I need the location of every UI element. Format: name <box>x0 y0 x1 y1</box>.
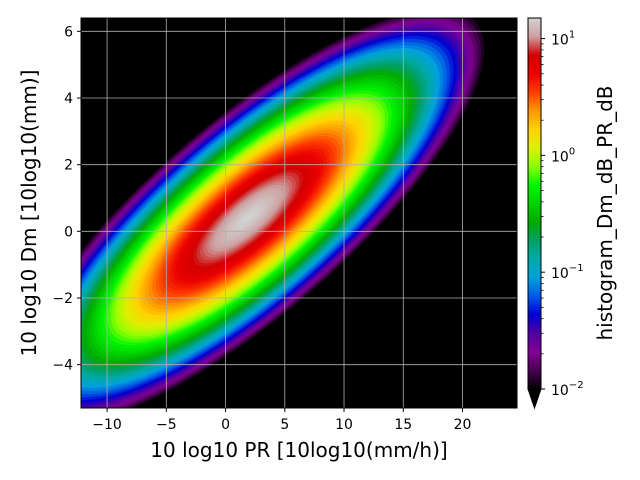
y-tick-label: 6 <box>64 24 73 40</box>
colorbar-tick-label: 10−2 <box>551 380 584 399</box>
colorbar-tick-label: 100 <box>551 146 575 165</box>
x-axis-label: 10 log10 PR [10log10(mm/h)] <box>150 438 447 462</box>
heatmap-band <box>244 214 252 222</box>
heatmap-layer <box>81 18 485 408</box>
y-tick-label: 0 <box>64 224 73 240</box>
x-tick-label: −5 <box>156 417 177 433</box>
plot-frame <box>80 17 518 409</box>
y-axis-ticks: −4 −2 0 2 4 6 <box>52 24 81 374</box>
colorbar-gradient <box>528 18 541 389</box>
grid-lines <box>81 18 517 408</box>
x-tick-label: −10 <box>92 417 122 433</box>
colorbar: 101 100 10−1 10−2 histogram_Dm_dB_PR_dB <box>527 17 617 410</box>
x-tick-label: 0 <box>221 417 230 433</box>
y-axis-label: 10 log10 Dm [10log10(mm)] <box>17 70 41 357</box>
x-tick-label: 5 <box>280 417 289 433</box>
x-axis-ticks: −10 −5 0 5 10 15 20 <box>92 408 471 433</box>
y-tick-label: 2 <box>64 158 73 174</box>
colorbar-frame <box>527 17 542 390</box>
colorbar-ticks: 101 100 10−1 10−2 <box>541 30 584 399</box>
colorbar-extend-min <box>527 388 542 410</box>
colorbar-tick-label: 101 <box>551 30 575 49</box>
x-tick-label: 10 <box>335 417 353 433</box>
y-tick-label: −2 <box>52 291 73 307</box>
x-tick-label: 15 <box>394 417 412 433</box>
y-tick-label: −4 <box>52 358 73 374</box>
y-tick-label: 4 <box>64 91 73 107</box>
colorbar-label: histogram_Dm_dB_PR_dB <box>593 85 617 340</box>
colorbar-tick-label: 10−1 <box>551 263 584 282</box>
x-tick-label: 20 <box>454 417 472 433</box>
